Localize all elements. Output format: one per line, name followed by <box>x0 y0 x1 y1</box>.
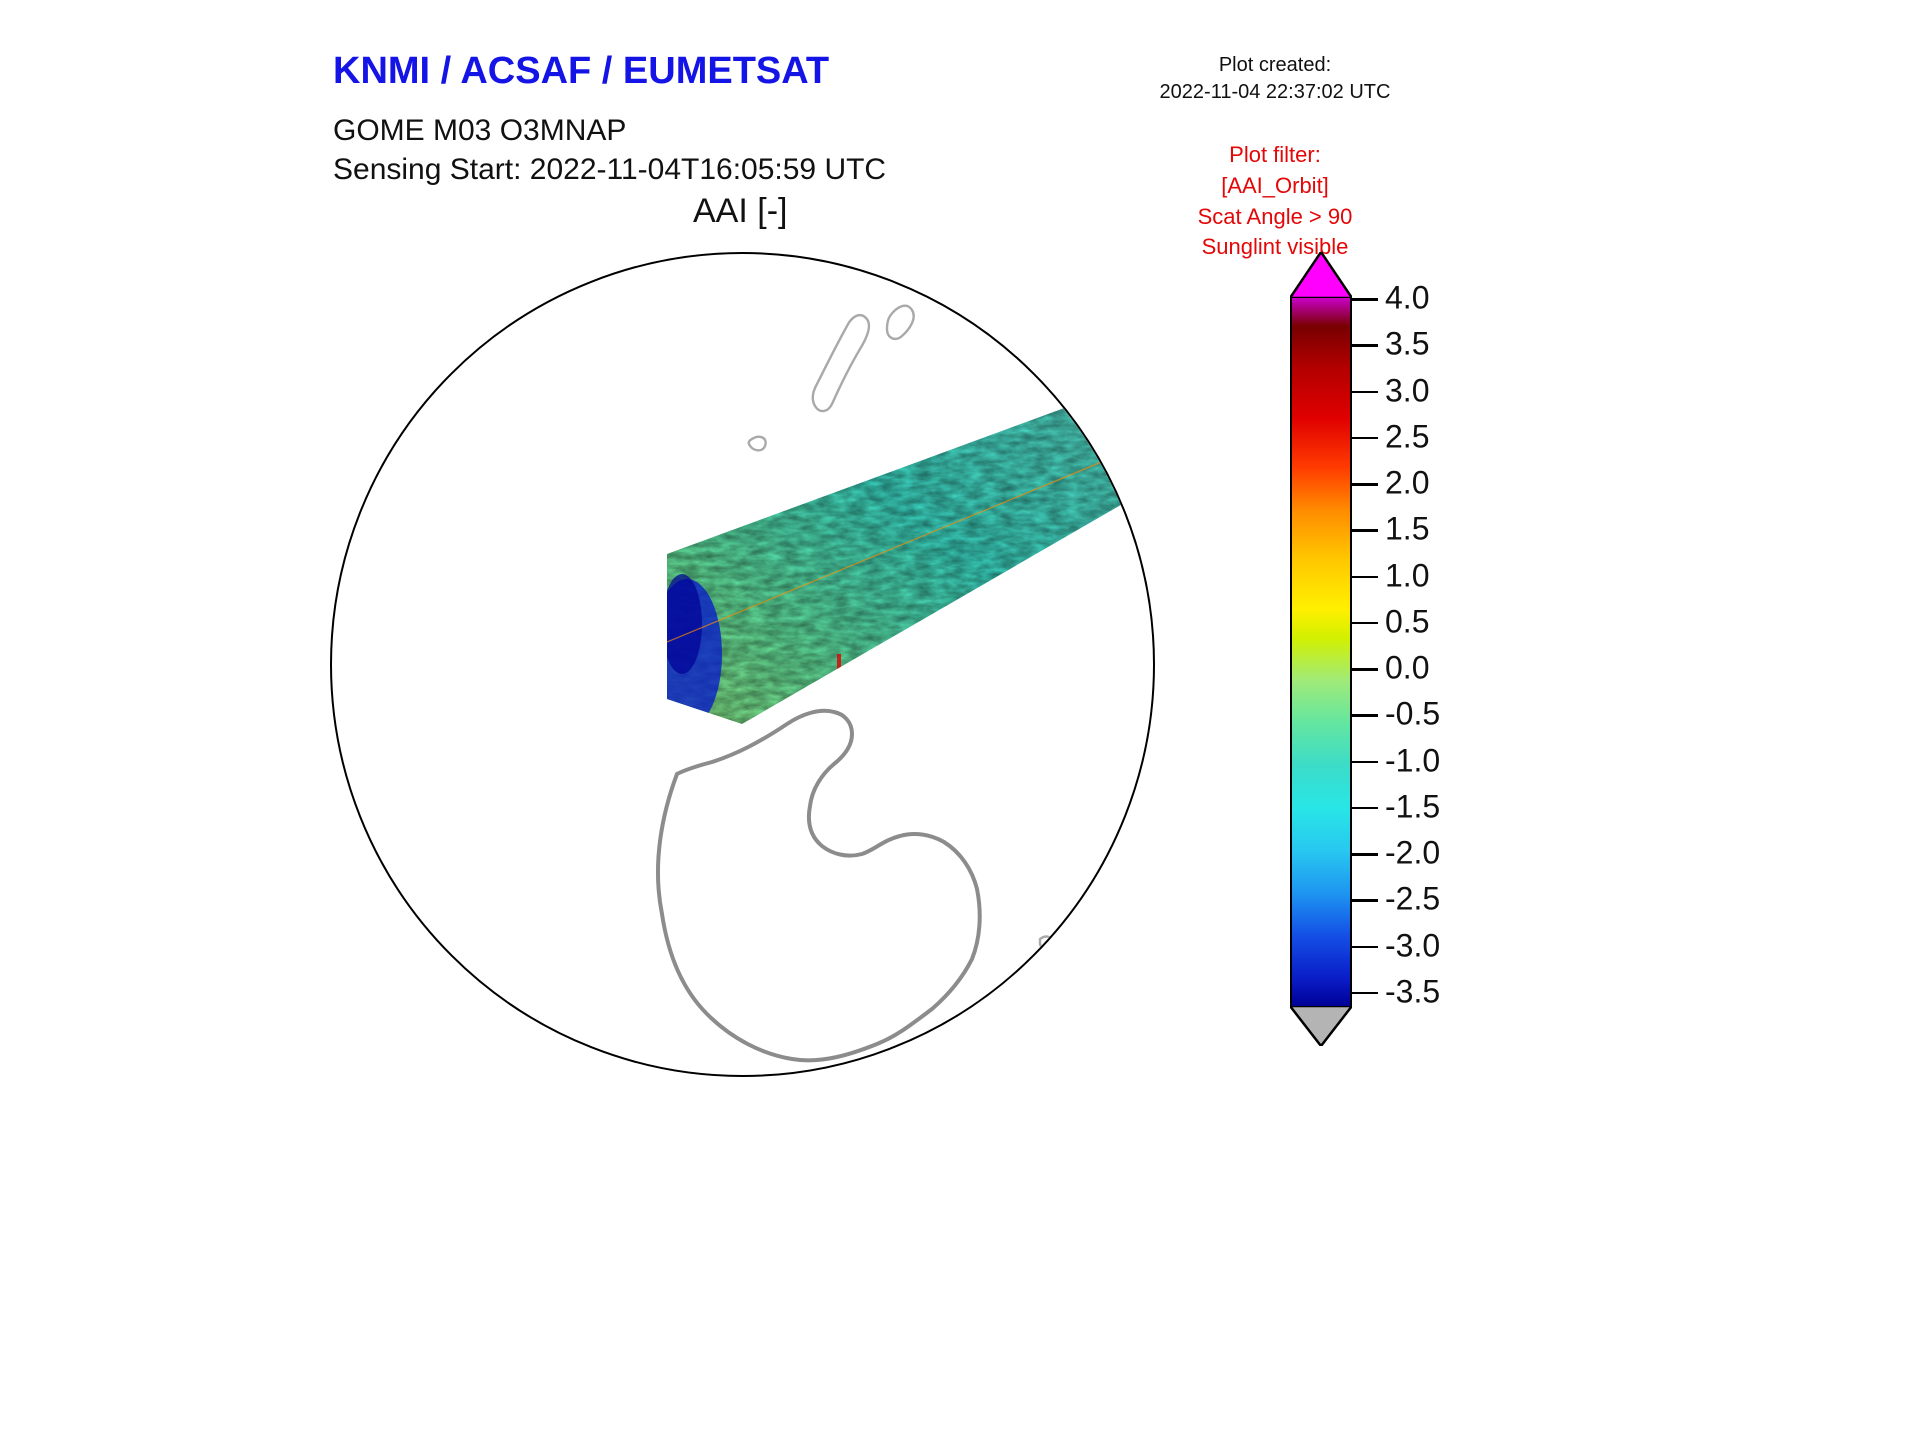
cb-tick-12 <box>1352 853 1378 856</box>
cb-tick-15 <box>1352 992 1378 995</box>
cb-label-6: 1.0 <box>1385 557 1429 594</box>
org-title: KNMI / ACSAF / EUMETSAT <box>333 50 886 93</box>
cb-label-4: 2.0 <box>1385 465 1429 502</box>
cb-label-0: 4.0 <box>1385 280 1429 317</box>
cb-tick-4 <box>1352 483 1378 486</box>
cb-tick-11 <box>1352 807 1378 810</box>
globe-outline[interactable] <box>330 252 1155 1077</box>
plot-created-block: Plot created: 2022-11-04 22:37:02 UTC <box>1110 52 1440 106</box>
plot-filter-line-1: Scat Angle > 90 <box>1150 202 1400 233</box>
cb-label-3: 2.5 <box>1385 418 1429 455</box>
header-block: KNMI / ACSAF / EUMETSAT GOME M03 O3MNAP … <box>333 50 886 189</box>
cb-tick-1 <box>1352 344 1378 347</box>
cb-label-12: -2.0 <box>1385 835 1440 872</box>
colorbar-container[interactable]: 4.0 3.5 3.0 2.5 2.0 1.5 1.0 0.5 0.0 -0.5… <box>1235 252 1485 1052</box>
cb-tick-6 <box>1352 576 1378 579</box>
south-america-tip-coastline <box>1080 944 1155 1077</box>
cb-label-2: 3.0 <box>1385 372 1429 409</box>
cb-tick-9 <box>1352 714 1378 717</box>
cb-tick-14 <box>1352 946 1378 949</box>
cb-tick-5 <box>1352 529 1378 532</box>
cb-label-5: 1.5 <box>1385 511 1429 548</box>
upper-landmass-1 <box>813 315 869 411</box>
plot-created-value: 2022-11-04 22:37:02 UTC <box>1110 79 1440 106</box>
plot-filter-label: Plot filter: <box>1150 140 1400 171</box>
cb-label-13: -2.5 <box>1385 881 1440 918</box>
product-line-2: Sensing Start: 2022-11-04T16:05:59 UTC <box>333 150 886 189</box>
cb-label-10: -1.0 <box>1385 742 1440 779</box>
aai-axis-title: AAI [-] <box>693 192 787 231</box>
colorbar-gradient <box>1290 298 1352 1006</box>
colorbar-top-arrow-outline <box>1290 252 1352 298</box>
cb-label-7: 0.5 <box>1385 603 1429 640</box>
antarctica-coastline <box>658 711 980 1061</box>
cb-label-11: -1.5 <box>1385 788 1440 825</box>
plot-created-label: Plot created: <box>1110 52 1440 79</box>
cb-tick-7 <box>1352 622 1378 625</box>
upper-landmass-2 <box>887 306 914 339</box>
plot-filter-block: Plot filter: [AAI_Orbit] Scat Angle > 90… <box>1150 140 1400 263</box>
cb-tick-0 <box>1352 298 1378 301</box>
product-line-1: GOME M03 O3MNAP <box>333 111 886 150</box>
polar-map-container <box>330 252 1155 1077</box>
peninsula-coastline <box>1112 894 1155 964</box>
cb-label-9: -0.5 <box>1385 696 1440 733</box>
small-island-3 <box>448 1008 461 1020</box>
cb-tick-10 <box>1352 761 1378 764</box>
colorbar-bottom-arrow-outline <box>1290 1006 1352 1051</box>
cb-label-14: -3.0 <box>1385 927 1440 964</box>
cb-tick-3 <box>1352 437 1378 440</box>
coastlines-overlay <box>332 254 1155 1077</box>
plot-filter-line-0: [AAI_Orbit] <box>1150 171 1400 202</box>
cb-tick-8 <box>1352 668 1378 671</box>
cb-label-1: 3.5 <box>1385 326 1429 363</box>
cb-label-15: -3.5 <box>1385 973 1440 1010</box>
upper-small-island <box>749 437 766 451</box>
cb-tick-13 <box>1352 899 1378 902</box>
small-island-1 <box>1040 937 1052 952</box>
cb-label-8: 0.0 <box>1385 650 1429 687</box>
cb-tick-2 <box>1352 391 1378 394</box>
